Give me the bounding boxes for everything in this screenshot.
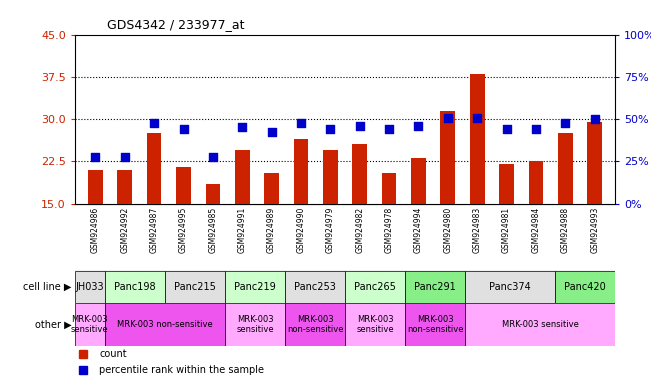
Text: GSM924990: GSM924990: [296, 207, 305, 253]
Text: GSM924988: GSM924988: [561, 207, 570, 253]
Text: Panc215: Panc215: [174, 282, 216, 292]
Bar: [206, 184, 220, 204]
Text: MRK-003 non-sensitive: MRK-003 non-sensitive: [117, 320, 213, 329]
Bar: [285, 303, 345, 346]
Bar: [147, 133, 161, 204]
Text: MRK-003
sensitive: MRK-003 sensitive: [356, 315, 394, 334]
Point: [472, 115, 482, 121]
Bar: [105, 271, 165, 303]
Bar: [441, 111, 455, 204]
Point: [149, 120, 159, 126]
Text: MRK-003
sensitive: MRK-003 sensitive: [236, 315, 274, 334]
Bar: [323, 150, 338, 204]
Bar: [352, 144, 367, 204]
Bar: [176, 167, 191, 204]
Text: GSM924984: GSM924984: [531, 207, 540, 253]
Text: count: count: [99, 349, 127, 359]
Point: [413, 123, 424, 129]
Point: [178, 126, 189, 132]
Text: MRK-003
non-sensitive: MRK-003 non-sensitive: [286, 315, 343, 334]
Point: [120, 154, 130, 160]
Text: GSM924993: GSM924993: [590, 207, 599, 253]
Point: [266, 129, 277, 135]
Text: MRK-003
non-sensitive: MRK-003 non-sensitive: [407, 315, 464, 334]
Bar: [381, 172, 396, 204]
Bar: [587, 122, 602, 204]
Text: cell line ▶: cell line ▶: [23, 282, 72, 292]
Text: Panc219: Panc219: [234, 282, 276, 292]
Point: [325, 126, 335, 132]
Point: [443, 115, 453, 121]
Text: GDS4342 / 233977_at: GDS4342 / 233977_at: [107, 18, 245, 31]
Bar: [75, 303, 105, 346]
Bar: [345, 271, 405, 303]
Text: GSM924983: GSM924983: [473, 207, 482, 253]
Bar: [465, 271, 555, 303]
Text: GSM924982: GSM924982: [355, 207, 364, 253]
Text: Panc420: Panc420: [564, 282, 606, 292]
Text: Panc253: Panc253: [294, 282, 336, 292]
Bar: [75, 271, 105, 303]
Bar: [117, 170, 132, 204]
Point: [296, 120, 306, 126]
Text: MRK-003 sensitive: MRK-003 sensitive: [502, 320, 579, 329]
Text: GSM924985: GSM924985: [208, 207, 217, 253]
Text: Panc374: Panc374: [490, 282, 531, 292]
Bar: [285, 271, 345, 303]
Text: Panc198: Panc198: [114, 282, 156, 292]
Bar: [88, 170, 103, 204]
Text: GSM924987: GSM924987: [150, 207, 159, 253]
Text: JH033: JH033: [76, 282, 104, 292]
Point: [589, 116, 600, 122]
Point: [384, 126, 395, 132]
Bar: [294, 139, 309, 204]
Bar: [555, 271, 615, 303]
Text: percentile rank within the sample: percentile rank within the sample: [99, 364, 264, 374]
Bar: [405, 271, 465, 303]
Bar: [411, 159, 426, 204]
Text: GSM924979: GSM924979: [326, 207, 335, 253]
Text: GSM924981: GSM924981: [502, 207, 511, 253]
Text: MRK-003
sensitive: MRK-003 sensitive: [71, 315, 109, 334]
Bar: [225, 303, 285, 346]
Text: GSM924995: GSM924995: [179, 207, 188, 253]
Text: Panc265: Panc265: [354, 282, 396, 292]
Point: [90, 154, 101, 160]
Text: GSM924986: GSM924986: [91, 207, 100, 253]
Point: [531, 126, 541, 132]
Text: Panc291: Panc291: [414, 282, 456, 292]
Bar: [405, 303, 465, 346]
Bar: [235, 150, 249, 204]
Bar: [465, 303, 615, 346]
Bar: [470, 74, 484, 204]
Point: [501, 126, 512, 132]
Text: GSM924980: GSM924980: [443, 207, 452, 253]
Bar: [105, 303, 225, 346]
Bar: [345, 303, 405, 346]
Point: [237, 124, 247, 131]
Text: GSM924992: GSM924992: [120, 207, 130, 253]
Point: [355, 123, 365, 129]
Text: GSM924994: GSM924994: [414, 207, 423, 253]
Point: [560, 120, 570, 126]
Bar: [558, 133, 573, 204]
Text: GSM924978: GSM924978: [385, 207, 394, 253]
Bar: [264, 172, 279, 204]
Text: GSM924989: GSM924989: [267, 207, 276, 253]
Point: [208, 154, 218, 160]
Bar: [165, 271, 225, 303]
Text: other ▶: other ▶: [35, 319, 72, 329]
Bar: [225, 271, 285, 303]
Bar: [529, 161, 543, 204]
Text: GSM924991: GSM924991: [238, 207, 247, 253]
Bar: [499, 164, 514, 204]
